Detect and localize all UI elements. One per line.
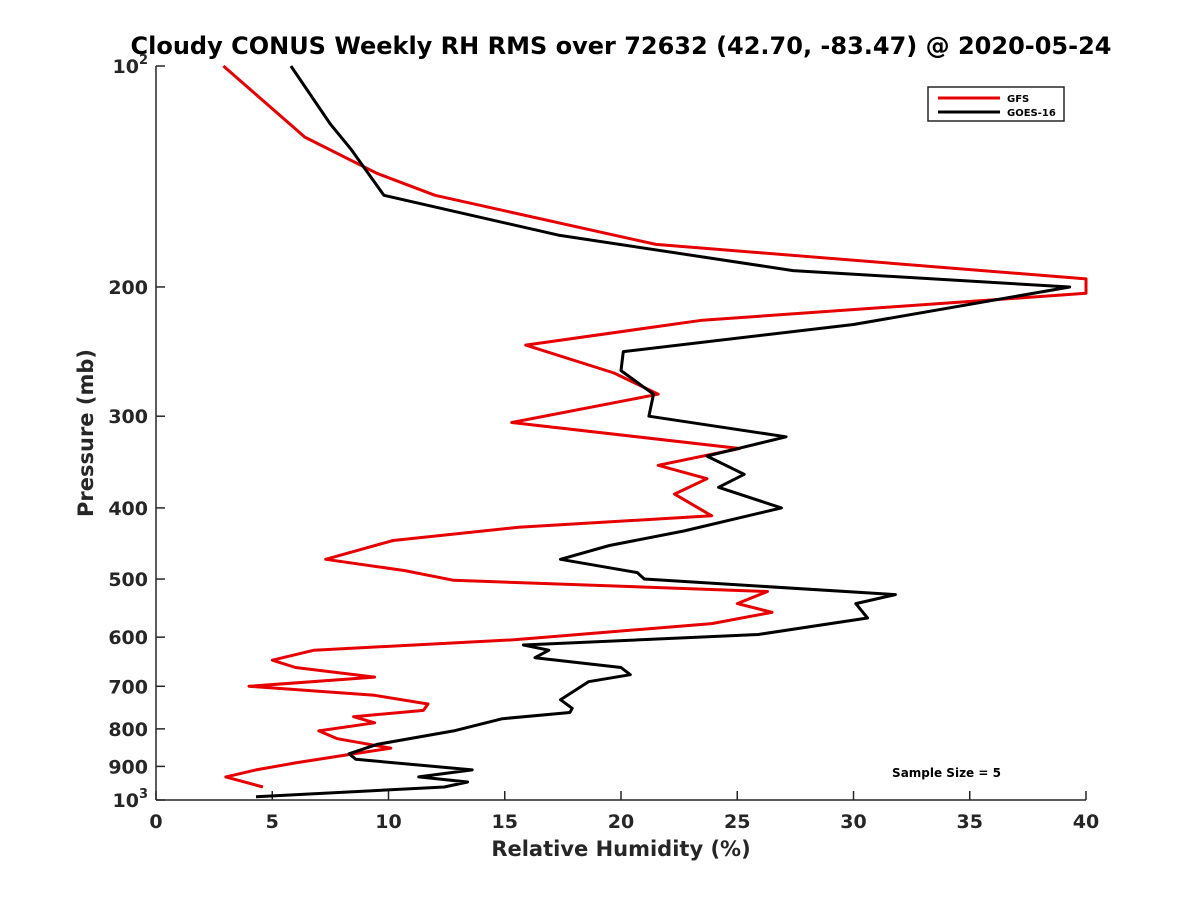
series-line-goes-16 — [255, 65, 1072, 799]
x-tick-label: 25 — [724, 811, 750, 833]
y-tick-label: 500 — [108, 569, 148, 591]
legend: GFS GOES-16 — [927, 86, 1065, 122]
x-tick-label: 40 — [1073, 811, 1099, 833]
series-layer — [222, 64, 1088, 799]
sample-size-annotation: Sample Size = 5 — [892, 766, 1001, 780]
y-tick-label: 800 — [108, 719, 148, 741]
legend-label: GFS — [1007, 94, 1029, 105]
x-tick-label: 5 — [266, 811, 279, 833]
x-tick-label: 0 — [149, 811, 162, 833]
legend-box — [927, 86, 1065, 122]
y-tick-label: 400 — [108, 498, 148, 520]
y-tick-label: 300 — [108, 406, 148, 428]
x-tick-label: 30 — [840, 811, 866, 833]
x-ticks: 0 5 10 15 20 25 30 35 40 — [149, 791, 1099, 833]
x-tick-label: 10 — [375, 811, 401, 833]
x-tick-label: 20 — [608, 811, 634, 833]
y-tick-label: 103 — [113, 787, 149, 812]
y-tick-label: 700 — [108, 676, 148, 698]
y-ticks: 102 200 300 400 500 600 700 800 900 103 — [108, 53, 165, 812]
annotations: Sample Size = 5 — [892, 766, 1001, 780]
x-tick-label: 35 — [957, 811, 983, 833]
x-axis-label: Relative Humidity (%) — [491, 837, 750, 861]
series-line-gfs — [222, 64, 1088, 789]
y-tick-label: 102 — [113, 53, 149, 78]
y-axis-label: Pressure (mb) — [74, 349, 98, 517]
chart-title: Cloudy CONUS Weekly RH RMS over 72632 (4… — [131, 32, 1112, 60]
y-tick-label: 600 — [108, 627, 148, 649]
x-tick-label: 15 — [492, 811, 518, 833]
y-tick-label: 900 — [108, 756, 148, 778]
y-tick-label: 200 — [108, 277, 148, 299]
legend-label: GOES-16 — [1007, 108, 1056, 119]
